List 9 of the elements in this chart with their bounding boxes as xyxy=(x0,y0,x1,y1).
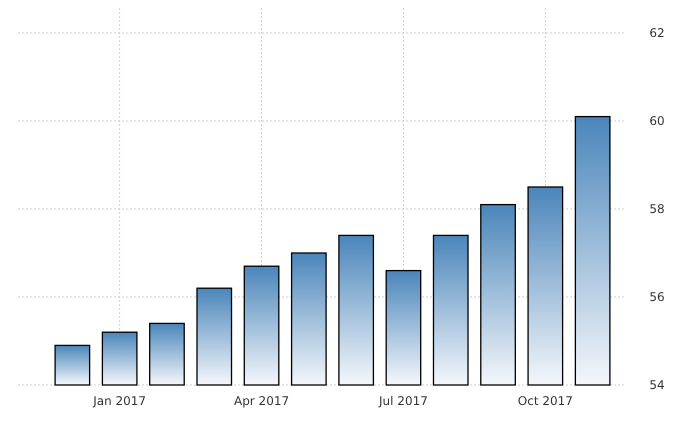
y-tick-label: 56 xyxy=(649,290,665,304)
y-tick-label: 54 xyxy=(649,378,665,392)
x-tick-label: Oct 2017 xyxy=(518,394,573,408)
y-tick-label: 58 xyxy=(649,202,665,216)
x-tick-label: Jan 2017 xyxy=(92,394,146,408)
y-tick-label: 62 xyxy=(649,26,665,40)
x-tick-label: Apr 2017 xyxy=(234,394,290,408)
y-tick-label: 60 xyxy=(649,114,665,128)
x-tick-label: Jul 2017 xyxy=(378,394,428,408)
